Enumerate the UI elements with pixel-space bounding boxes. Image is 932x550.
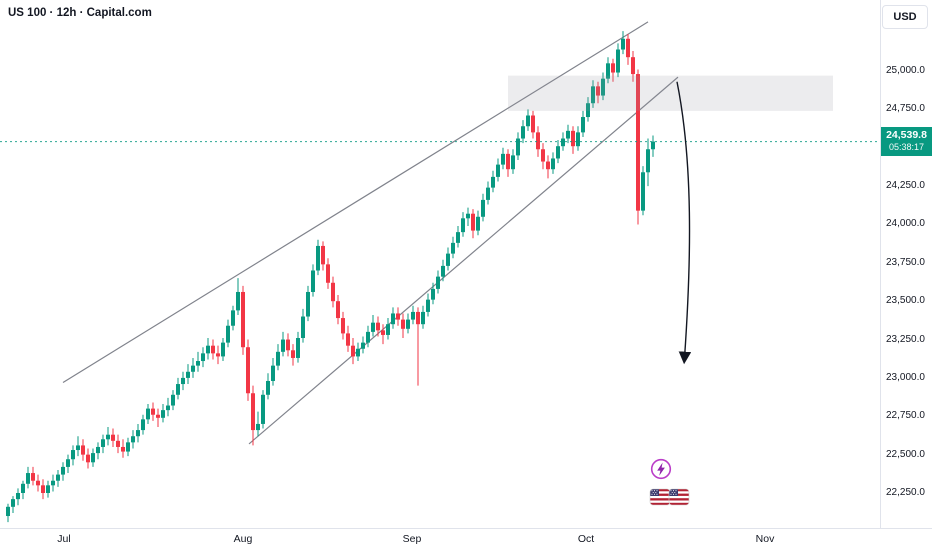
trendline-lower[interactable]	[248, 76, 679, 445]
time-axis-label: Sep	[402, 533, 422, 545]
price-axis-label: 23,000.0	[886, 371, 925, 383]
last-price-badge: 24,539.8 05:38:17	[881, 126, 932, 156]
price-axis[interactable]: 24,539.8 05:38:17 25,000.0 24,750.0 24,250…	[880, 0, 932, 528]
flag-border	[668, 488, 690, 506]
last-price-value: 24,539.8	[886, 128, 927, 141]
price-axis-label: 25,000.0	[886, 65, 925, 76]
flag-art	[650, 489, 670, 505]
price-axis-label: 22,750.0	[886, 410, 925, 422]
chart-canvas[interactable]	[0, 0, 880, 528]
price-axis-label: 24,000.0	[886, 218, 925, 230]
time-axis-label: Aug	[233, 533, 253, 545]
price-axis-label: 23,250.0	[886, 333, 925, 345]
candles-series	[6, 31, 655, 523]
time-axis[interactable]: Jul Aug Sep Oct Nov	[0, 528, 932, 550]
price-axis-label: 22,500.0	[886, 448, 925, 460]
us-flag-icon[interactable]	[668, 486, 690, 508]
time-axis-label: Oct	[577, 533, 595, 545]
price-axis-label: 24,250.0	[886, 180, 925, 192]
price-axis-label: 23,500.0	[886, 295, 925, 307]
down-arrow[interactable]	[676, 81, 692, 365]
lightning-emoji-icon[interactable]	[650, 458, 672, 480]
bar-countdown: 05:38:17	[888, 141, 925, 152]
price-axis-label: 24,750.0	[886, 103, 925, 115]
us-flag-icon[interactable]	[649, 486, 671, 508]
trendline-upper[interactable]	[62, 21, 649, 384]
time-axis-label: Nov	[755, 533, 775, 545]
supply-zone[interactable]	[508, 75, 833, 111]
time-axis-label: Jul	[57, 533, 71, 545]
price-axis-label: 23,750.0	[886, 256, 925, 268]
flag-art	[669, 489, 689, 505]
lightning-bolt	[657, 462, 665, 476]
price-axis-label: 22,250.0	[886, 487, 925, 498]
symbol-title[interactable]: US 100 · 12h · Capital.com	[8, 7, 152, 19]
currency-button[interactable]: USD	[882, 5, 928, 29]
